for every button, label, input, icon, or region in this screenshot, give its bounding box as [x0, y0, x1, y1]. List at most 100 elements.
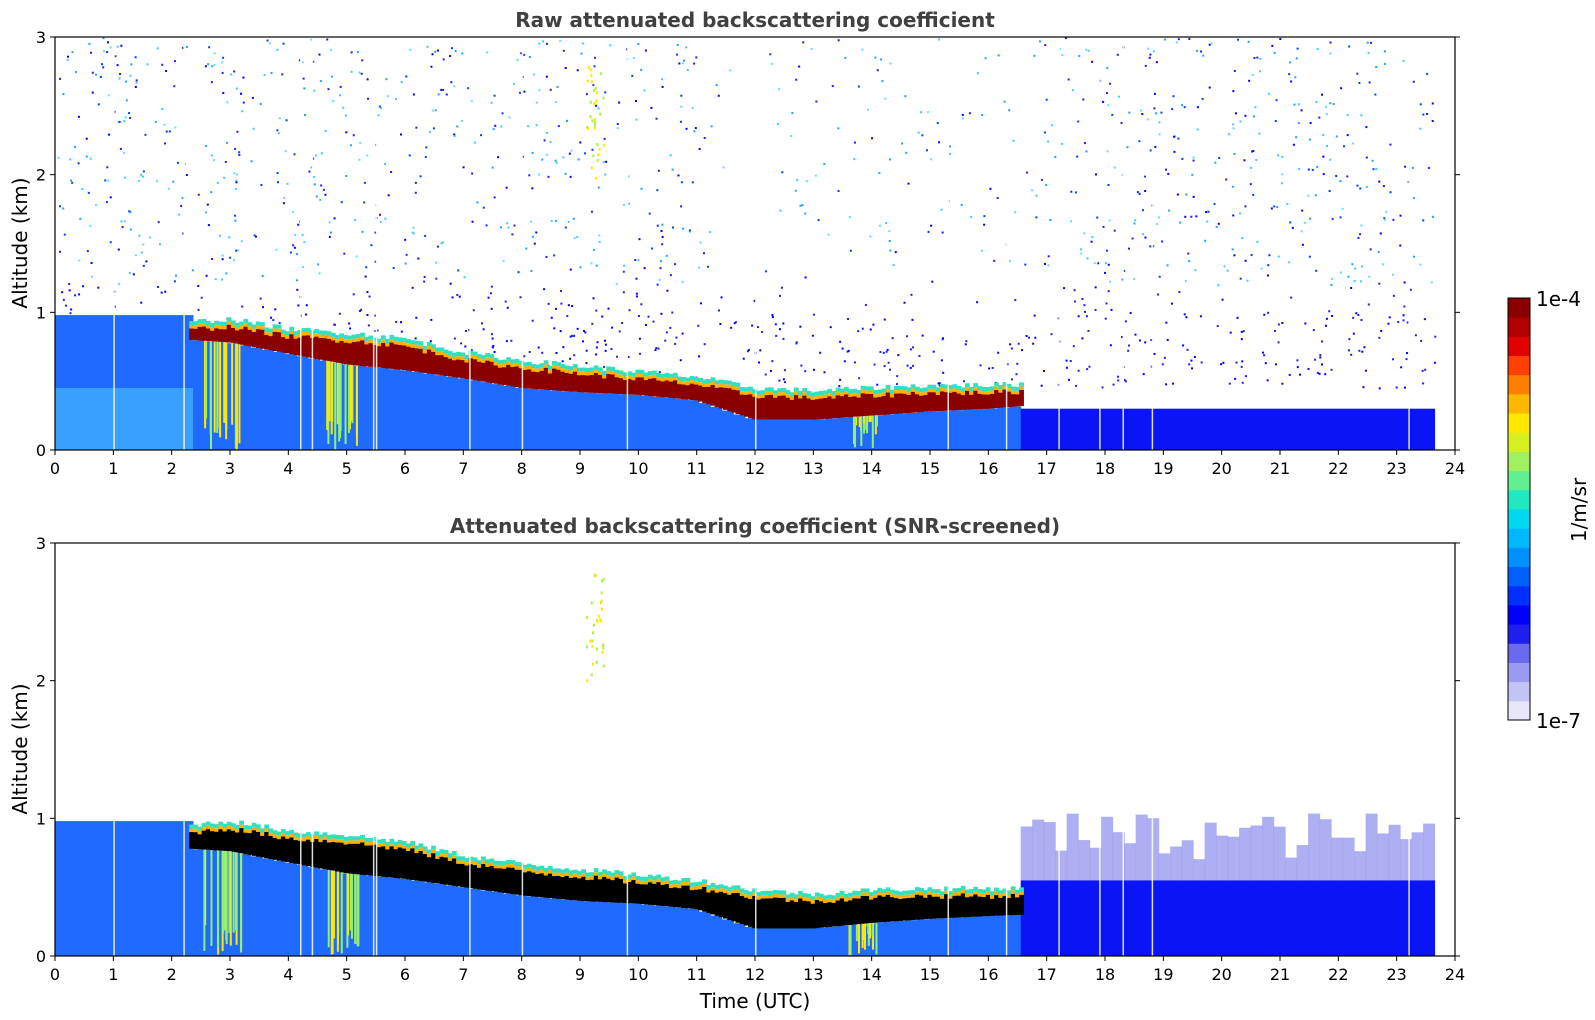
noise-pixel	[1107, 104, 1110, 107]
noise-pixel	[377, 114, 380, 117]
layer-edge-cell	[510, 363, 516, 367]
layer-edge-cell	[410, 840, 415, 845]
noise-pixel	[703, 137, 706, 140]
layer-edge-cell	[852, 894, 858, 899]
noise-pixel	[1192, 159, 1195, 162]
layer-edge-cell	[422, 349, 428, 354]
colorbar-segment	[1508, 374, 1530, 395]
layer-core-cell	[785, 901, 791, 929]
noise-pixel	[1215, 225, 1218, 228]
y-tick-label: 0	[36, 441, 46, 460]
layer-core-cell	[564, 373, 570, 392]
layer-edge-cell	[752, 892, 757, 896]
layer-core-cell	[914, 894, 920, 920]
layer-edge-cell	[460, 856, 466, 861]
noise-pixel	[106, 51, 109, 54]
noise-pixel	[1403, 165, 1406, 168]
layer-edge-cell	[255, 828, 261, 832]
noise-pixel	[799, 204, 802, 207]
noise-pixel	[592, 297, 595, 300]
noise-pixel	[837, 39, 840, 42]
boundary-layer-column	[951, 410, 964, 450]
noise-pixel	[74, 294, 77, 297]
layer-edge-cell	[251, 822, 257, 827]
layer-edge-cell	[873, 394, 878, 398]
layer-edge-cell	[773, 394, 778, 398]
layer-edge-cell	[272, 830, 278, 835]
noise-pixel	[118, 121, 121, 124]
noise-pixel	[1329, 102, 1332, 105]
noise-pixel	[1188, 260, 1191, 263]
layer-edge-cell	[618, 871, 624, 876]
noise-pixel	[665, 331, 668, 334]
layer-edge-cell	[710, 887, 716, 891]
noise-pixel	[1299, 373, 1302, 376]
layer-edge-cell	[218, 321, 224, 326]
noise-pixel	[638, 238, 641, 241]
layer-edge-cell	[839, 890, 845, 895]
noise-pixel	[895, 383, 898, 386]
noise-pixel	[1054, 155, 1057, 158]
layer-edge-cell	[460, 356, 466, 361]
colorbar-segment	[1508, 489, 1530, 510]
layer-edge-cell	[481, 860, 486, 865]
boundary-layer-column	[1078, 880, 1091, 956]
layer-edge-cell	[297, 330, 303, 335]
colorbar-segment	[1508, 451, 1530, 472]
layer-edge-cell	[335, 834, 340, 840]
layer-edge-cell	[948, 891, 954, 896]
layer-edge-cell	[672, 883, 678, 888]
noise-pixel	[1433, 361, 1436, 364]
streak	[853, 416, 856, 448]
noise-pixel	[386, 95, 389, 98]
boundary-layer-column	[411, 880, 424, 956]
layer-core-cell	[894, 898, 899, 922]
noise-pixel	[881, 80, 884, 83]
layer-edge-cell	[422, 345, 428, 350]
noise-pixel	[352, 134, 355, 137]
layer-edge-cell	[931, 388, 937, 393]
noise-pixel	[210, 154, 213, 157]
layer-edge-cell	[451, 855, 457, 859]
layer-edge-cell	[435, 351, 441, 356]
noise-pixel	[543, 139, 546, 142]
layer-edge-cell	[631, 372, 637, 377]
streak	[344, 364, 347, 444]
layer-edge-cell	[985, 387, 991, 392]
layer-edge-cell	[556, 868, 561, 873]
noise-pixel	[1050, 124, 1053, 127]
noise-pixel	[1234, 112, 1237, 115]
noise-pixel	[1068, 378, 1071, 381]
boundary-layer-column	[284, 862, 297, 956]
layer-core-cell	[948, 392, 954, 411]
noise-pixel	[1149, 53, 1152, 56]
noise-pixel	[1161, 240, 1164, 243]
boundary-layer-column	[629, 903, 642, 956]
faint-aerosol-column	[1227, 836, 1240, 881]
noise-pixel	[289, 251, 292, 254]
noise-pixel	[61, 291, 64, 294]
layer-core-cell	[656, 882, 662, 906]
layer-core-cell	[681, 885, 687, 908]
noise-pixel	[554, 101, 557, 104]
layer-core-cell	[1002, 389, 1008, 408]
layer-edge-cell	[877, 393, 883, 398]
layer-edge-cell	[602, 370, 607, 376]
layer-edge-cell	[356, 836, 361, 841]
noise-pixel	[843, 360, 846, 363]
noise-pixel	[615, 283, 618, 286]
layer-edge-cell	[898, 895, 903, 900]
noise-pixel	[937, 382, 940, 385]
x-tick-label: 0	[50, 965, 60, 984]
layer-edge-cell	[514, 866, 520, 870]
boundary-layer-column	[1055, 880, 1068, 956]
layer-edge-cell	[447, 857, 453, 861]
layer-edge-cell	[264, 828, 270, 833]
noise-pixel	[598, 234, 601, 237]
noise-pixel	[688, 230, 691, 233]
noise-pixel	[206, 203, 209, 206]
layer-core-cell	[731, 893, 737, 922]
noise-pixel	[315, 154, 318, 157]
noise-pixel	[470, 349, 473, 352]
noise-pixel	[656, 189, 659, 192]
